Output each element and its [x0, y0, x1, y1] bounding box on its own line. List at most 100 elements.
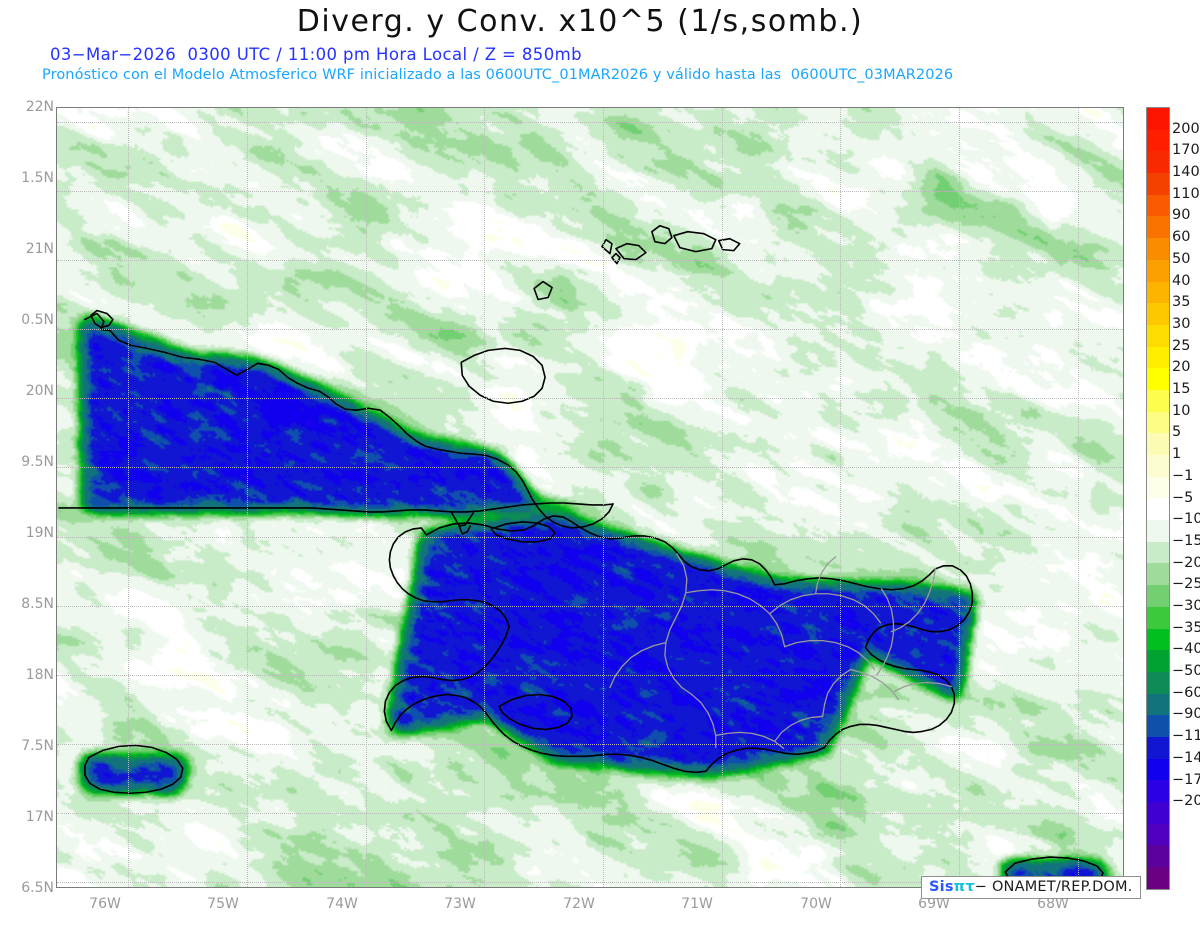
colorbar-tick-label: −30	[1172, 597, 1200, 614]
colorbar-swatch	[1147, 476, 1169, 499]
colorbar-swatch	[1147, 433, 1169, 455]
y-tick-label: 22N	[25, 99, 54, 115]
y-tick-label: 17N	[25, 809, 54, 825]
colorbar-swatch	[1147, 324, 1169, 347]
y-tick-label: 0.5N	[21, 312, 54, 328]
colorbar-swatch	[1147, 216, 1169, 239]
page-title: Diverg. y Conv. x10^5 (1/s,somb.)	[296, 4, 864, 39]
x-tick-label: 72W	[563, 896, 595, 912]
x-tick-label: 75W	[207, 896, 239, 912]
colorbar-tick-label: −50	[1172, 663, 1200, 680]
y-tick-label: 7.5N	[21, 738, 54, 754]
colorbar-swatch	[1147, 108, 1169, 130]
y-tick-label: 19N	[25, 525, 54, 541]
colorbar-tick-label: −90	[1172, 706, 1200, 723]
colorbar-tick-label: −15	[1172, 532, 1200, 549]
colorbar-swatch	[1147, 845, 1169, 868]
x-tick-label: 76W	[89, 896, 121, 912]
divergence-shaded-field	[57, 108, 1123, 887]
colorbar-swatch	[1147, 606, 1169, 629]
colorbar-tick-label: 110	[1172, 185, 1200, 202]
colorbar-swatch	[1147, 368, 1169, 390]
colorbar-swatch	[1147, 780, 1169, 802]
colorbar-labels: 200 170 140 110 90 60 50 40 35 30 25 20 15 10 5 1 −1 −5 −1…	[1172, 107, 1200, 888]
colorbar-swatch	[1147, 541, 1169, 564]
colorbar-tick-label: −35	[1172, 619, 1200, 636]
colorbar-tick-label: 15	[1172, 381, 1191, 398]
y-tick-label: 8.5N	[21, 596, 54, 612]
colorbar-tick-label: 1	[1172, 446, 1182, 463]
colorbar-tick-label: 60	[1172, 229, 1191, 246]
colorbar-tick-label: −25	[1172, 576, 1200, 593]
valid-time-subtitle: 03−Mar−2026 0300 UTC / 11:00 pm Hora Loc…	[50, 45, 582, 64]
y-tick-label: 6.5N	[21, 880, 54, 896]
colorbar-tick-label: −200	[1172, 793, 1200, 810]
colorbar-tick-label: 20	[1172, 359, 1191, 376]
colorbar-swatch	[1147, 455, 1169, 477]
colorbar	[1146, 107, 1170, 890]
colorbar-swatch	[1147, 194, 1169, 217]
y-axis-labels: 22N 1.5N 21N 0.5N 20N 9.5N 19N 8.5N 18N …	[0, 0, 56, 927]
colorbar-swatch	[1147, 389, 1169, 412]
colorbar-swatch	[1147, 650, 1169, 672]
colorbar-swatch	[1147, 867, 1169, 889]
colorbar-swatch	[1147, 671, 1169, 694]
badge-org: − ONAMET/REP.DOM.	[974, 879, 1133, 895]
y-tick-label: 9.5N	[21, 454, 54, 470]
colorbar-tick-label: −140	[1172, 749, 1200, 766]
colorbar-tick-label: 25	[1172, 337, 1191, 354]
model-info-subtitle: Pronóstico con el Modelo Atmosferico WRF…	[42, 67, 954, 83]
colorbar-tick-label: −10	[1172, 511, 1200, 528]
colorbar-swatch	[1147, 563, 1169, 586]
colorbar-swatch	[1147, 281, 1169, 304]
colorbar-swatch	[1147, 303, 1169, 325]
colorbar-tick-label: 90	[1172, 207, 1191, 224]
colorbar-tick-label: 5	[1172, 424, 1182, 441]
colorbar-swatch	[1147, 585, 1169, 607]
y-tick-label: 1.5N	[21, 170, 54, 186]
colorbar-tick-label: 140	[1172, 164, 1200, 181]
colorbar-tick-label: 40	[1172, 272, 1191, 289]
colorbar-tick-label: −170	[1172, 771, 1200, 788]
colorbar-swatch	[1147, 173, 1169, 195]
colorbar-swatch	[1147, 238, 1169, 260]
colorbar-tick-label: 10	[1172, 402, 1191, 419]
colorbar-tick-label: −110	[1172, 728, 1200, 745]
colorbar-swatch	[1147, 736, 1169, 759]
colorbar-tick-label: −20	[1172, 554, 1200, 571]
colorbar-swatch	[1147, 498, 1169, 521]
badge-brand-pi: πτ	[953, 879, 975, 895]
colorbar-swatch	[1147, 520, 1169, 542]
colorbar-tick-label: −1	[1172, 467, 1194, 484]
y-tick-label: 18N	[25, 667, 54, 683]
colorbar-tick-label: 30	[1172, 315, 1191, 332]
colorbar-swatch	[1147, 346, 1169, 369]
colorbar-swatch	[1147, 129, 1169, 152]
colorbar-swatch	[1147, 259, 1169, 282]
colorbar-tick-label: −5	[1172, 489, 1194, 506]
colorbar-tick-label: 170	[1172, 142, 1200, 159]
colorbar-swatch	[1147, 411, 1169, 434]
x-tick-label: 69W	[918, 896, 950, 912]
colorbar-swatch	[1147, 758, 1169, 781]
colorbar-swatch	[1147, 823, 1169, 846]
coastline-overlay	[58, 224, 1104, 887]
colorbar-swatch	[1147, 628, 1169, 651]
colorbar-tick-label: −40	[1172, 641, 1200, 658]
colorbar-swatch	[1147, 693, 1169, 716]
colorbar-tick-label: 50	[1172, 250, 1191, 267]
x-tick-label: 71W	[681, 896, 713, 912]
map-plot-area[interactable]	[56, 107, 1124, 888]
colorbar-swatch	[1147, 802, 1169, 824]
colorbar-tick-label: −60	[1172, 684, 1200, 701]
x-tick-label: 70W	[800, 896, 832, 912]
badge-brand-sis: Sis	[929, 879, 954, 895]
attribution-badge: Sisπτ− ONAMET/REP.DOM.	[921, 876, 1141, 899]
colorbar-swatch	[1147, 715, 1169, 737]
x-tick-label: 73W	[444, 896, 476, 912]
divergence-field-wrapper	[57, 108, 1123, 887]
colorbar-swatch	[1147, 151, 1169, 174]
y-tick-label: 21N	[25, 241, 54, 257]
x-tick-label: 68W	[1037, 896, 1069, 912]
